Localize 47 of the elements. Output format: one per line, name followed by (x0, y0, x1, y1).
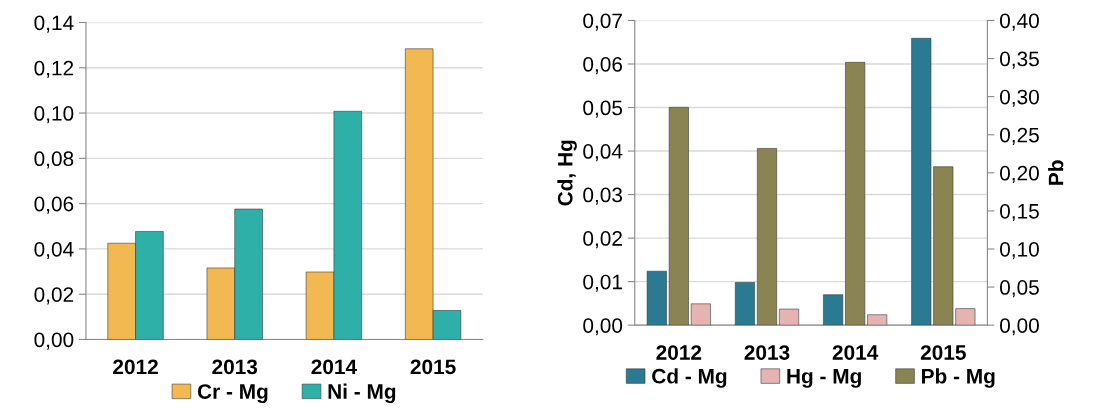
y-tick-label: 0,06 (34, 196, 74, 214)
legend-label: Hg - Mg (787, 369, 861, 388)
y2-tick-label: 0,35 (1000, 51, 1039, 69)
bar (734, 282, 755, 326)
y-tick-label: 0,07 (583, 13, 622, 31)
bar (845, 62, 866, 326)
legend-label: Cr - Mg (197, 384, 268, 404)
x-tick-label: 2015 (920, 345, 966, 360)
y2-tick-label: 0,00 (1000, 318, 1039, 336)
legend-label: Ni - Mg (328, 383, 396, 404)
bar (867, 314, 888, 326)
y-tick-label: 0,04 (34, 241, 74, 260)
legend-label: Pb - Mg (922, 368, 995, 388)
y-tick-label: 0,02 (583, 231, 622, 249)
x-tick-label: 2014 (311, 359, 357, 375)
x-tick-label: 2012 (113, 359, 158, 375)
y2-tick-label: 0,25 (1000, 127, 1039, 145)
y-tick-label: 0,00 (34, 332, 74, 350)
bar (823, 294, 844, 326)
x-tick-label: 2013 (744, 345, 790, 360)
bar (779, 308, 800, 326)
y2-tick-label: 0,10 (1000, 241, 1039, 260)
y2-tick-label: 0,15 (1000, 203, 1039, 222)
bar (757, 148, 777, 326)
y-tick-label: 0,06 (583, 56, 623, 75)
y-tick-label: 0,14 (34, 15, 74, 33)
y2-tick-label: 0,20 (1000, 165, 1039, 184)
y-tick-label: 0,01 (583, 274, 622, 292)
x-tick-label: 2013 (212, 359, 258, 375)
y-axis-title: Cd, Hg (557, 140, 577, 206)
y2-tick-label: 0,40 (1000, 13, 1039, 31)
y-tick-label: 0,05 (583, 100, 623, 118)
y2-tick-label: 0,30 (1000, 89, 1039, 107)
y2-tick-label: 0,05 (1000, 280, 1039, 298)
x-tick-label: 2014 (832, 345, 879, 360)
y-tick-label: 0,00 (583, 318, 623, 336)
y-tick-label: 0,12 (34, 60, 74, 78)
y-tick-label: 0,08 (34, 151, 74, 169)
y-tick-label: 0,10 (34, 106, 74, 124)
y-tick-label: 0,04 (583, 144, 623, 162)
bar (690, 303, 711, 326)
x-tick-label: 2015 (410, 359, 456, 375)
y2-axis-title: Pb (1048, 160, 1064, 185)
y-tick-label: 0,02 (34, 287, 74, 305)
x-tick-label: 2012 (656, 345, 702, 360)
legend-label: Cd - Mg (652, 368, 727, 388)
y-tick-label: 0,03 (583, 187, 623, 205)
